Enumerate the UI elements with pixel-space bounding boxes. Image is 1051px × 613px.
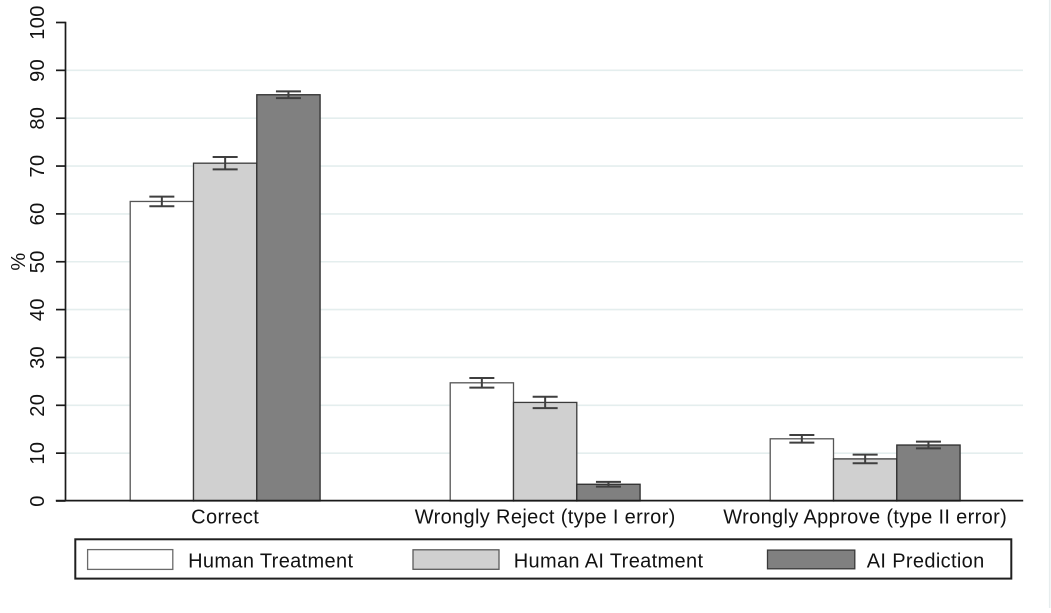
svg-text:AI Prediction: AI Prediction xyxy=(867,551,985,573)
svg-text:60: 60 xyxy=(27,202,49,225)
svg-text:10: 10 xyxy=(27,442,49,465)
svg-text:70: 70 xyxy=(27,155,49,178)
svg-text:20: 20 xyxy=(27,394,49,417)
svg-text:Wrongly Reject (type I error): Wrongly Reject (type I error) xyxy=(415,507,676,529)
svg-text:Correct: Correct xyxy=(191,507,259,529)
svg-text:100: 100 xyxy=(27,5,49,39)
svg-text:80: 80 xyxy=(27,107,49,130)
svg-text:Human AI Treatment: Human AI Treatment xyxy=(514,551,704,573)
svg-text:90: 90 xyxy=(27,59,49,82)
svg-text:0: 0 xyxy=(27,495,49,506)
svg-text:Human Treatment: Human Treatment xyxy=(188,551,353,573)
svg-text:%: % xyxy=(8,253,30,271)
svg-text:30: 30 xyxy=(27,346,49,369)
svg-text:50: 50 xyxy=(27,250,49,273)
svg-text:40: 40 xyxy=(27,298,49,321)
svg-text:Wrongly Approve (type II error: Wrongly Approve (type II error) xyxy=(723,507,1007,529)
